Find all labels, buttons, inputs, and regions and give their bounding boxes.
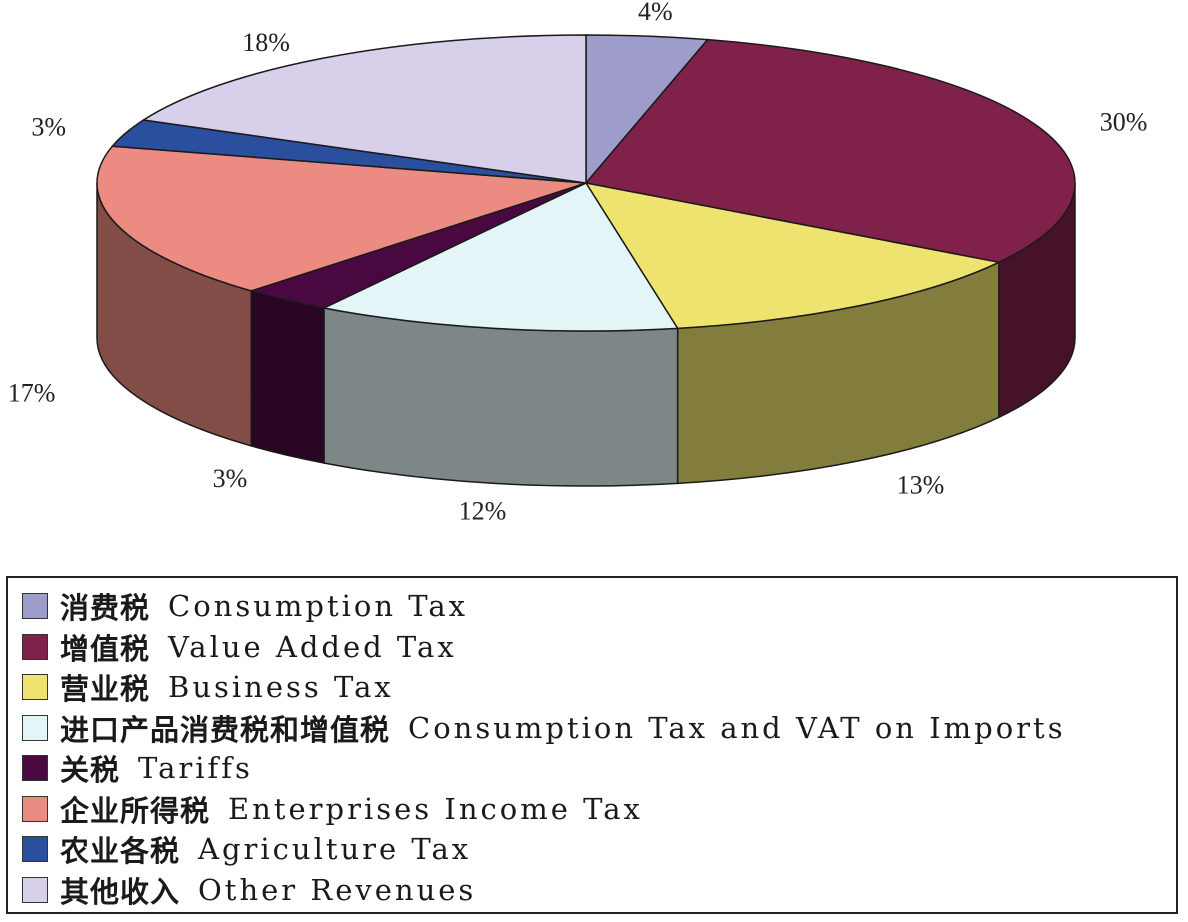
legend-swatch [22,755,48,782]
legend-label-zh: 营业税 [60,672,151,707]
legend-swatch [22,714,48,741]
pie-value-label: 3% [31,112,66,141]
pie-slice-7 [141,34,587,184]
legend-swatch [22,795,48,822]
pie-value-label: 17% [8,379,56,408]
legend-item: 消费税 Consumption Tax [22,586,1176,627]
pie-slice-3 [321,182,679,332]
legend-item: 进口产品消费税和增值税 Consumption Tax and VAT on Im… [22,708,1176,749]
pie-side-4 [250,289,325,464]
pie-slice-2 [584,181,1002,330]
legend-label-en: Business Tax [168,670,394,705]
legend-label-en: Other Revenues [198,872,477,907]
pie-value-label: 13% [897,470,945,499]
legend-swatch [22,674,48,701]
legend-label-en: Agriculture Tax [198,832,472,867]
pie-slice-1 [584,38,1076,264]
legend-label-zh: 企业所得税 [60,793,211,828]
legend-label-en: Tariffs [138,751,253,786]
pie-side-3 [323,307,679,487]
legend-label-zh: 农业各税 [60,834,181,869]
pie-sides [96,182,1076,487]
legend-label-zh: 进口产品消费税和增值税 [60,712,391,747]
legend-label-en: Consumption Tax [168,589,468,624]
legend-label-en: Enterprises Income Tax [228,791,643,826]
legend-item: 增值税 Value Added Tax [22,627,1176,668]
pie-value-label: 3% [213,464,248,493]
legend-item: 企业所得税 Enterprises Income Tax [22,789,1176,830]
pie-value-labels: 4% 30% 13% 12% 3% 17% 3% 18% [8,0,1148,525]
pie-value-label: 4% [638,0,673,26]
legend-item: 农业各税 Agriculture Tax [22,829,1176,870]
legend-label-zh: 增值税 [60,631,151,666]
pie-chart: 4% 30% 13% 12% 3% 17% 3% 18% [8,0,1148,525]
pie-slice-5 [96,145,587,292]
legend-swatch [22,876,48,903]
legend-label-en: Value Added Tax [168,629,457,664]
legend-item: 营业税 Business Tax [22,667,1176,708]
legend-label-zh: 消费税 [60,591,151,626]
legend-item: 其他收入 Other Revenues [22,870,1176,911]
legend-swatch [22,836,48,863]
legend-swatch [22,633,48,660]
pie-value-label: 30% [1100,107,1148,136]
pie-value-label: 18% [242,28,290,57]
legend-label-en: Consumption Tax and VAT on Imports [408,710,1066,745]
pie-value-label: 12% [459,496,507,525]
legend: 消费税 Consumption Tax 增值税 Value Added Tax 营业税 B… [6,576,1178,914]
pie-tops [96,34,1076,332]
legend-label-zh: 其他收入 [60,874,181,909]
legend-label-zh: 关税 [60,753,121,788]
legend-swatch [22,593,48,620]
legend-item: 关税 Tariffs [22,748,1176,789]
